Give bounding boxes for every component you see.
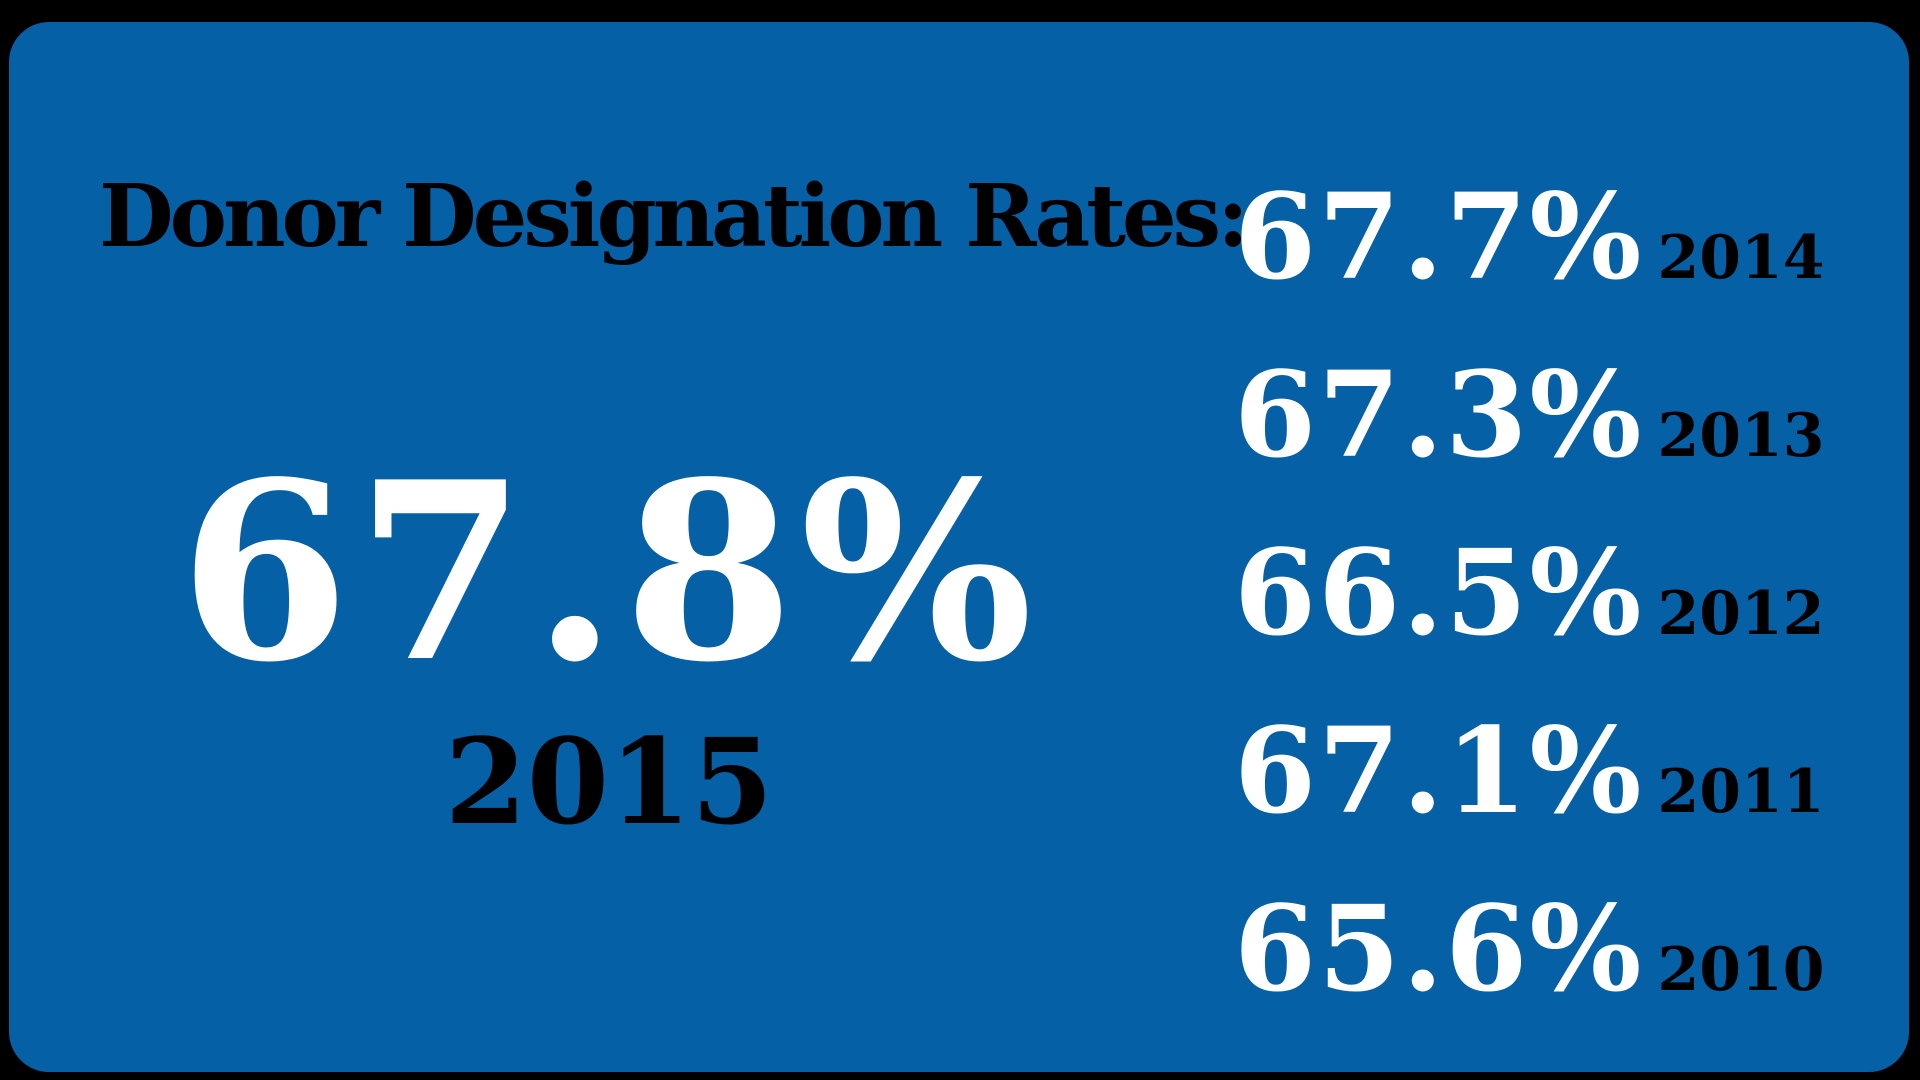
history-item: 66.5% 2012 <box>1234 528 1854 706</box>
history-item: 67.3% 2013 <box>1234 350 1854 528</box>
history-item: 67.1% 2011 <box>1234 706 1854 884</box>
history-rate-year: 2013 <box>1657 401 1825 471</box>
history-rate-year: 2010 <box>1657 935 1825 1005</box>
stat-card: Donor Designation Rates: 67.8% 2015 67.7… <box>9 22 1909 1072</box>
current-rate-year: 2015 <box>444 712 774 851</box>
history-rate-value: 66.5% <box>1234 523 1644 662</box>
history-item: 65.6% 2010 <box>1234 884 1854 1062</box>
history-list: 67.7% 2014 67.3% 2013 66.5% 2012 67.1% 2011 … <box>1234 172 1854 1062</box>
history-item: 67.7% 2014 <box>1234 172 1854 350</box>
history-rate-year: 2011 <box>1657 757 1825 827</box>
history-rate-value: 67.3% <box>1234 345 1644 484</box>
heading-title: Donor Designation Rates: <box>99 166 1249 267</box>
history-rate-value: 67.7% <box>1234 167 1644 306</box>
history-rate-year: 2014 <box>1657 223 1825 293</box>
history-rate-value: 65.6% <box>1234 879 1644 1018</box>
history-rate-value: 67.1% <box>1234 701 1644 840</box>
current-rate-value: 67.8% <box>179 428 1039 716</box>
history-rate-year: 2012 <box>1657 579 1825 649</box>
